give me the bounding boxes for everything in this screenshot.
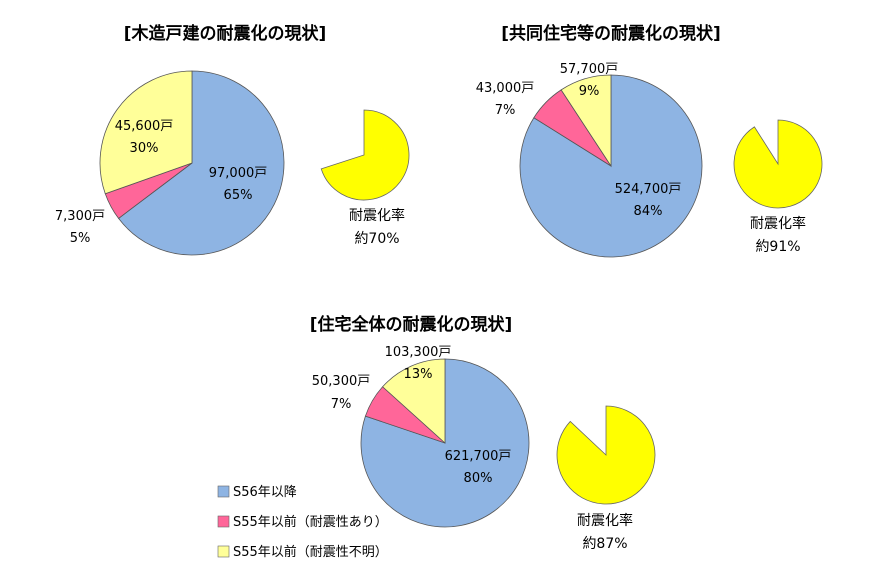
legend-label-before-s55-resistant: S55年以前（耐震性あり）: [233, 514, 388, 530]
rate-2-wedge: [733, 119, 823, 209]
pie-wooden-houses: [99, 70, 285, 256]
rate-3-wedge: [556, 405, 656, 505]
rate-3-value: 約87%: [582, 536, 627, 552]
rate-1-value: 約70%: [354, 231, 399, 247]
pie-apartments: [519, 74, 703, 258]
legend-swatch-before-s55-unknown: [217, 545, 230, 558]
slice-1-1-count: 7,300戸: [55, 209, 105, 224]
rate-pie-wooden-houses: [320, 109, 410, 201]
pie-2-slice-2: [560, 74, 612, 168]
pie-3-slice-2: [382, 358, 446, 444]
slice-3-1-count: 50,300戸: [312, 374, 371, 389]
slice-1-2-pct: 30%: [130, 141, 159, 156]
slice-2-1-pct: 7%: [495, 103, 516, 118]
slice-3-0-count: 621,700戸: [445, 449, 512, 464]
slice-2-0-pct: 84%: [634, 204, 663, 219]
legend-label-before-s55-unknown: S55年以前（耐震性不明）: [233, 544, 388, 560]
slice-3-0-pct: 80%: [464, 471, 493, 486]
chart-2-title: [共同住宅等の耐震化の現状]: [501, 23, 721, 44]
slice-2-2-pct: 9%: [579, 84, 600, 99]
slice-2-0-count: 524,700戸: [615, 182, 682, 197]
chart-1-title: [木造戸建の耐震化の現状]: [124, 23, 327, 44]
slice-2-1-count: 43,000戸: [476, 81, 535, 96]
rate-1-label: 耐震化率: [349, 207, 405, 224]
pie-1-slice-2: [99, 70, 193, 195]
pie-all-houses: [360, 358, 530, 528]
slice-3-1-pct: 7%: [331, 397, 352, 412]
slice-3-2-pct: 13%: [404, 367, 433, 382]
chart-wooden-houses: [木造戸建の耐震化の現状] 97,000戸 65% 7,300戸 5% 45,6…: [55, 23, 410, 256]
chart-3-title: [住宅全体の耐震化の現状]: [310, 314, 513, 335]
rate-2-value: 約91%: [755, 239, 800, 255]
legend-swatch-before-s55-resistant: [217, 515, 230, 528]
slice-1-0-count: 97,000戸: [209, 166, 268, 181]
slice-2-2-count: 57,700戸: [560, 62, 619, 77]
slice-1-2-count: 45,600戸: [115, 119, 174, 134]
legend-swatch-after-s56: [217, 485, 230, 498]
slice-3-2-count: 103,300戸: [385, 345, 452, 360]
slice-1-1-pct: 5%: [70, 231, 91, 246]
rate-pie-apartments: [733, 119, 823, 209]
legend: S56年以降 S55年以前（耐震性あり） S55年以前（耐震性不明）: [217, 485, 388, 560]
rate-pie-all-houses: [556, 405, 656, 505]
rate-1-wedge: [320, 109, 410, 201]
rate-3-label: 耐震化率: [577, 512, 633, 529]
chart-apartments: [共同住宅等の耐震化の現状] 524,700戸 84% 43,000戸 7% 5…: [476, 23, 823, 258]
legend-label-after-s56: S56年以降: [233, 485, 297, 500]
rate-2-label: 耐震化率: [750, 215, 806, 232]
pie-1-slice-0: [118, 70, 285, 256]
slice-1-0-pct: 65%: [224, 188, 253, 203]
chart-all-houses: [住宅全体の耐震化の現状] 621,700戸 80% 50,300戸 7% 10…: [310, 314, 656, 552]
